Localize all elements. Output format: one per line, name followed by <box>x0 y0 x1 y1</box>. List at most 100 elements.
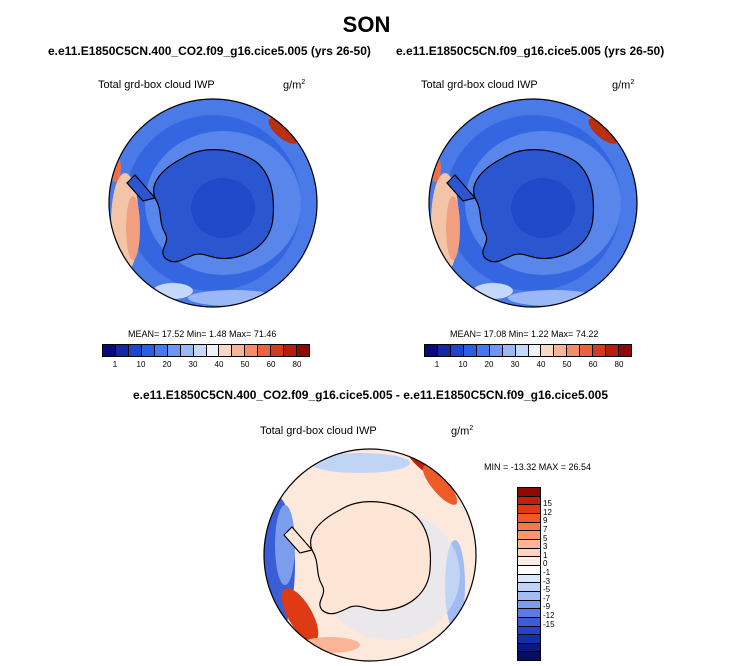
colorbar-tick-label: 60 <box>266 360 276 369</box>
colorbar-swatch <box>271 345 285 356</box>
colorbar-swatch <box>489 345 503 356</box>
colorbar-swatch <box>167 345 181 356</box>
colorbar-tick-label: 80 <box>292 360 302 369</box>
colorbar-swatch <box>115 345 129 356</box>
colorbar-swatch <box>518 609 540 618</box>
colorbar-swatch <box>154 345 168 356</box>
left-case-title: e.e11.E1850C5CN.400_CO2.f09_g16.cice5.00… <box>48 44 371 58</box>
colorbar-swatch <box>518 513 540 523</box>
colorbar-swatch <box>619 345 631 356</box>
right-colorbar: 1 10 20 30 40 50 60 80 <box>424 344 632 369</box>
colorbar-swatch <box>518 565 540 575</box>
colorbar-tick-label: 80 <box>614 360 624 369</box>
colorbar-tick-label: 20 <box>162 360 172 369</box>
colorbar-swatch <box>518 635 540 644</box>
colorbar-swatch <box>450 345 464 356</box>
right-stats: MEAN= 17.08 Min= 1.22 Max= 74.22 <box>450 329 599 339</box>
colorbar-label: 1 <box>543 550 548 560</box>
colorbar-swatch <box>463 345 477 356</box>
colorbar-swatch <box>128 345 142 356</box>
colorbar-swatch <box>476 345 490 356</box>
colorbar-label: -7 <box>543 593 551 603</box>
colorbar-label: 15 <box>543 499 552 509</box>
colorbar-swatch <box>515 345 529 356</box>
colorbar-label: -9 <box>543 602 551 612</box>
colorbar-swatch <box>606 345 620 356</box>
colorbar-label: 9 <box>543 516 548 526</box>
left-colorbar: 1 10 20 30 40 50 60 80 <box>102 344 310 369</box>
colorbar-label: -15 <box>543 619 555 629</box>
colorbar-swatch <box>258 345 272 356</box>
colorbar-swatch <box>518 496 540 506</box>
colorbar-swatch <box>518 505 540 514</box>
colorbar-swatch <box>528 345 542 356</box>
colorbar-swatch <box>518 591 540 601</box>
season-title: SON <box>342 12 391 37</box>
colorbar-tick-label: 50 <box>240 360 250 369</box>
colorbar-swatch <box>518 574 540 584</box>
colorbar-tick-label: 10 <box>458 360 468 369</box>
colorbar-label: 3 <box>543 542 548 552</box>
colorbar-label: 5 <box>543 533 548 543</box>
colorbar-swatch <box>593 345 607 356</box>
colorbar-swatch <box>518 531 540 540</box>
colorbar-tick-label: 40 <box>214 360 224 369</box>
diff-colorbar <box>517 487 541 661</box>
colorbar-swatch <box>518 643 540 653</box>
right-polar-map <box>428 98 638 308</box>
colorbar-tick-label: 50 <box>562 360 572 369</box>
colorbar-swatch <box>518 626 540 636</box>
colorbar-tick-label: 30 <box>188 360 198 369</box>
colorbar-swatch <box>518 522 540 532</box>
colorbar-label: 7 <box>543 525 548 534</box>
diff-unit-label: g/m2 <box>451 425 474 438</box>
diff-polar-map <box>263 448 477 662</box>
colorbar-swatch <box>245 345 259 356</box>
right-unit-label: g/m2 <box>612 79 635 92</box>
colorbar-tick-label: 1 <box>434 360 440 369</box>
colorbar-tick-label: 10 <box>136 360 146 369</box>
colorbar-swatch <box>103 345 116 356</box>
left-unit-label: g/m2 <box>283 79 306 92</box>
colorbar-swatch <box>232 345 246 356</box>
colorbar-swatch <box>219 345 233 356</box>
left-stats: MEAN= 17.52 Min= 1.48 Max= 71.46 <box>128 329 277 339</box>
colorbar-swatch <box>193 345 207 356</box>
colorbar-label: 12 <box>543 507 552 517</box>
colorbar-swatch <box>518 557 540 566</box>
colorbar-label: -5 <box>543 585 551 595</box>
colorbar-swatch <box>206 345 220 356</box>
colorbar-tick-label: 1 <box>112 360 118 369</box>
colorbar-swatch <box>518 539 540 549</box>
colorbar-swatch <box>580 345 594 356</box>
colorbar-swatch <box>502 345 516 356</box>
diff-stats: MIN = -13.32 MAX = 26.54 <box>484 462 592 472</box>
colorbar-tick-label: 20 <box>484 360 494 369</box>
colorbar-swatch <box>180 345 194 356</box>
diff-variable-label: Total grd-box cloud IWP <box>260 425 377 437</box>
right-case-title: e.e11.E1850C5CN.f09_g16.cice5.005 (yrs 2… <box>396 44 665 58</box>
colorbar-label: 0 <box>543 559 548 569</box>
colorbar-label: -3 <box>543 576 551 586</box>
colorbar-swatch <box>284 345 298 356</box>
colorbar-swatch <box>141 345 155 356</box>
colorbar-swatch <box>567 345 581 356</box>
colorbar-swatch <box>518 548 540 558</box>
colorbar-swatch <box>541 345 555 356</box>
colorbar-swatch <box>518 617 540 627</box>
colorbar-label: -1 <box>543 568 551 577</box>
colorbar-tick-label: 40 <box>536 360 546 369</box>
colorbar-swatch <box>425 345 438 356</box>
colorbar-swatch <box>297 345 309 356</box>
right-variable-label: Total grd-box cloud IWP <box>421 79 538 91</box>
colorbar-label: -12 <box>543 611 555 620</box>
colorbar-tick-label: 60 <box>588 360 598 369</box>
diff-case-title: e.e11.E1850C5CN.400_CO2.f09_g16.cice5.00… <box>133 388 609 402</box>
colorbar-swatch <box>437 345 451 356</box>
colorbar-swatch <box>518 583 540 592</box>
colorbar-swatch <box>554 345 568 356</box>
left-variable-label: Total grd-box cloud IWP <box>98 79 215 91</box>
colorbar-tick-label: 30 <box>510 360 520 369</box>
colorbar-swatch <box>518 600 540 610</box>
left-polar-map <box>108 98 318 308</box>
